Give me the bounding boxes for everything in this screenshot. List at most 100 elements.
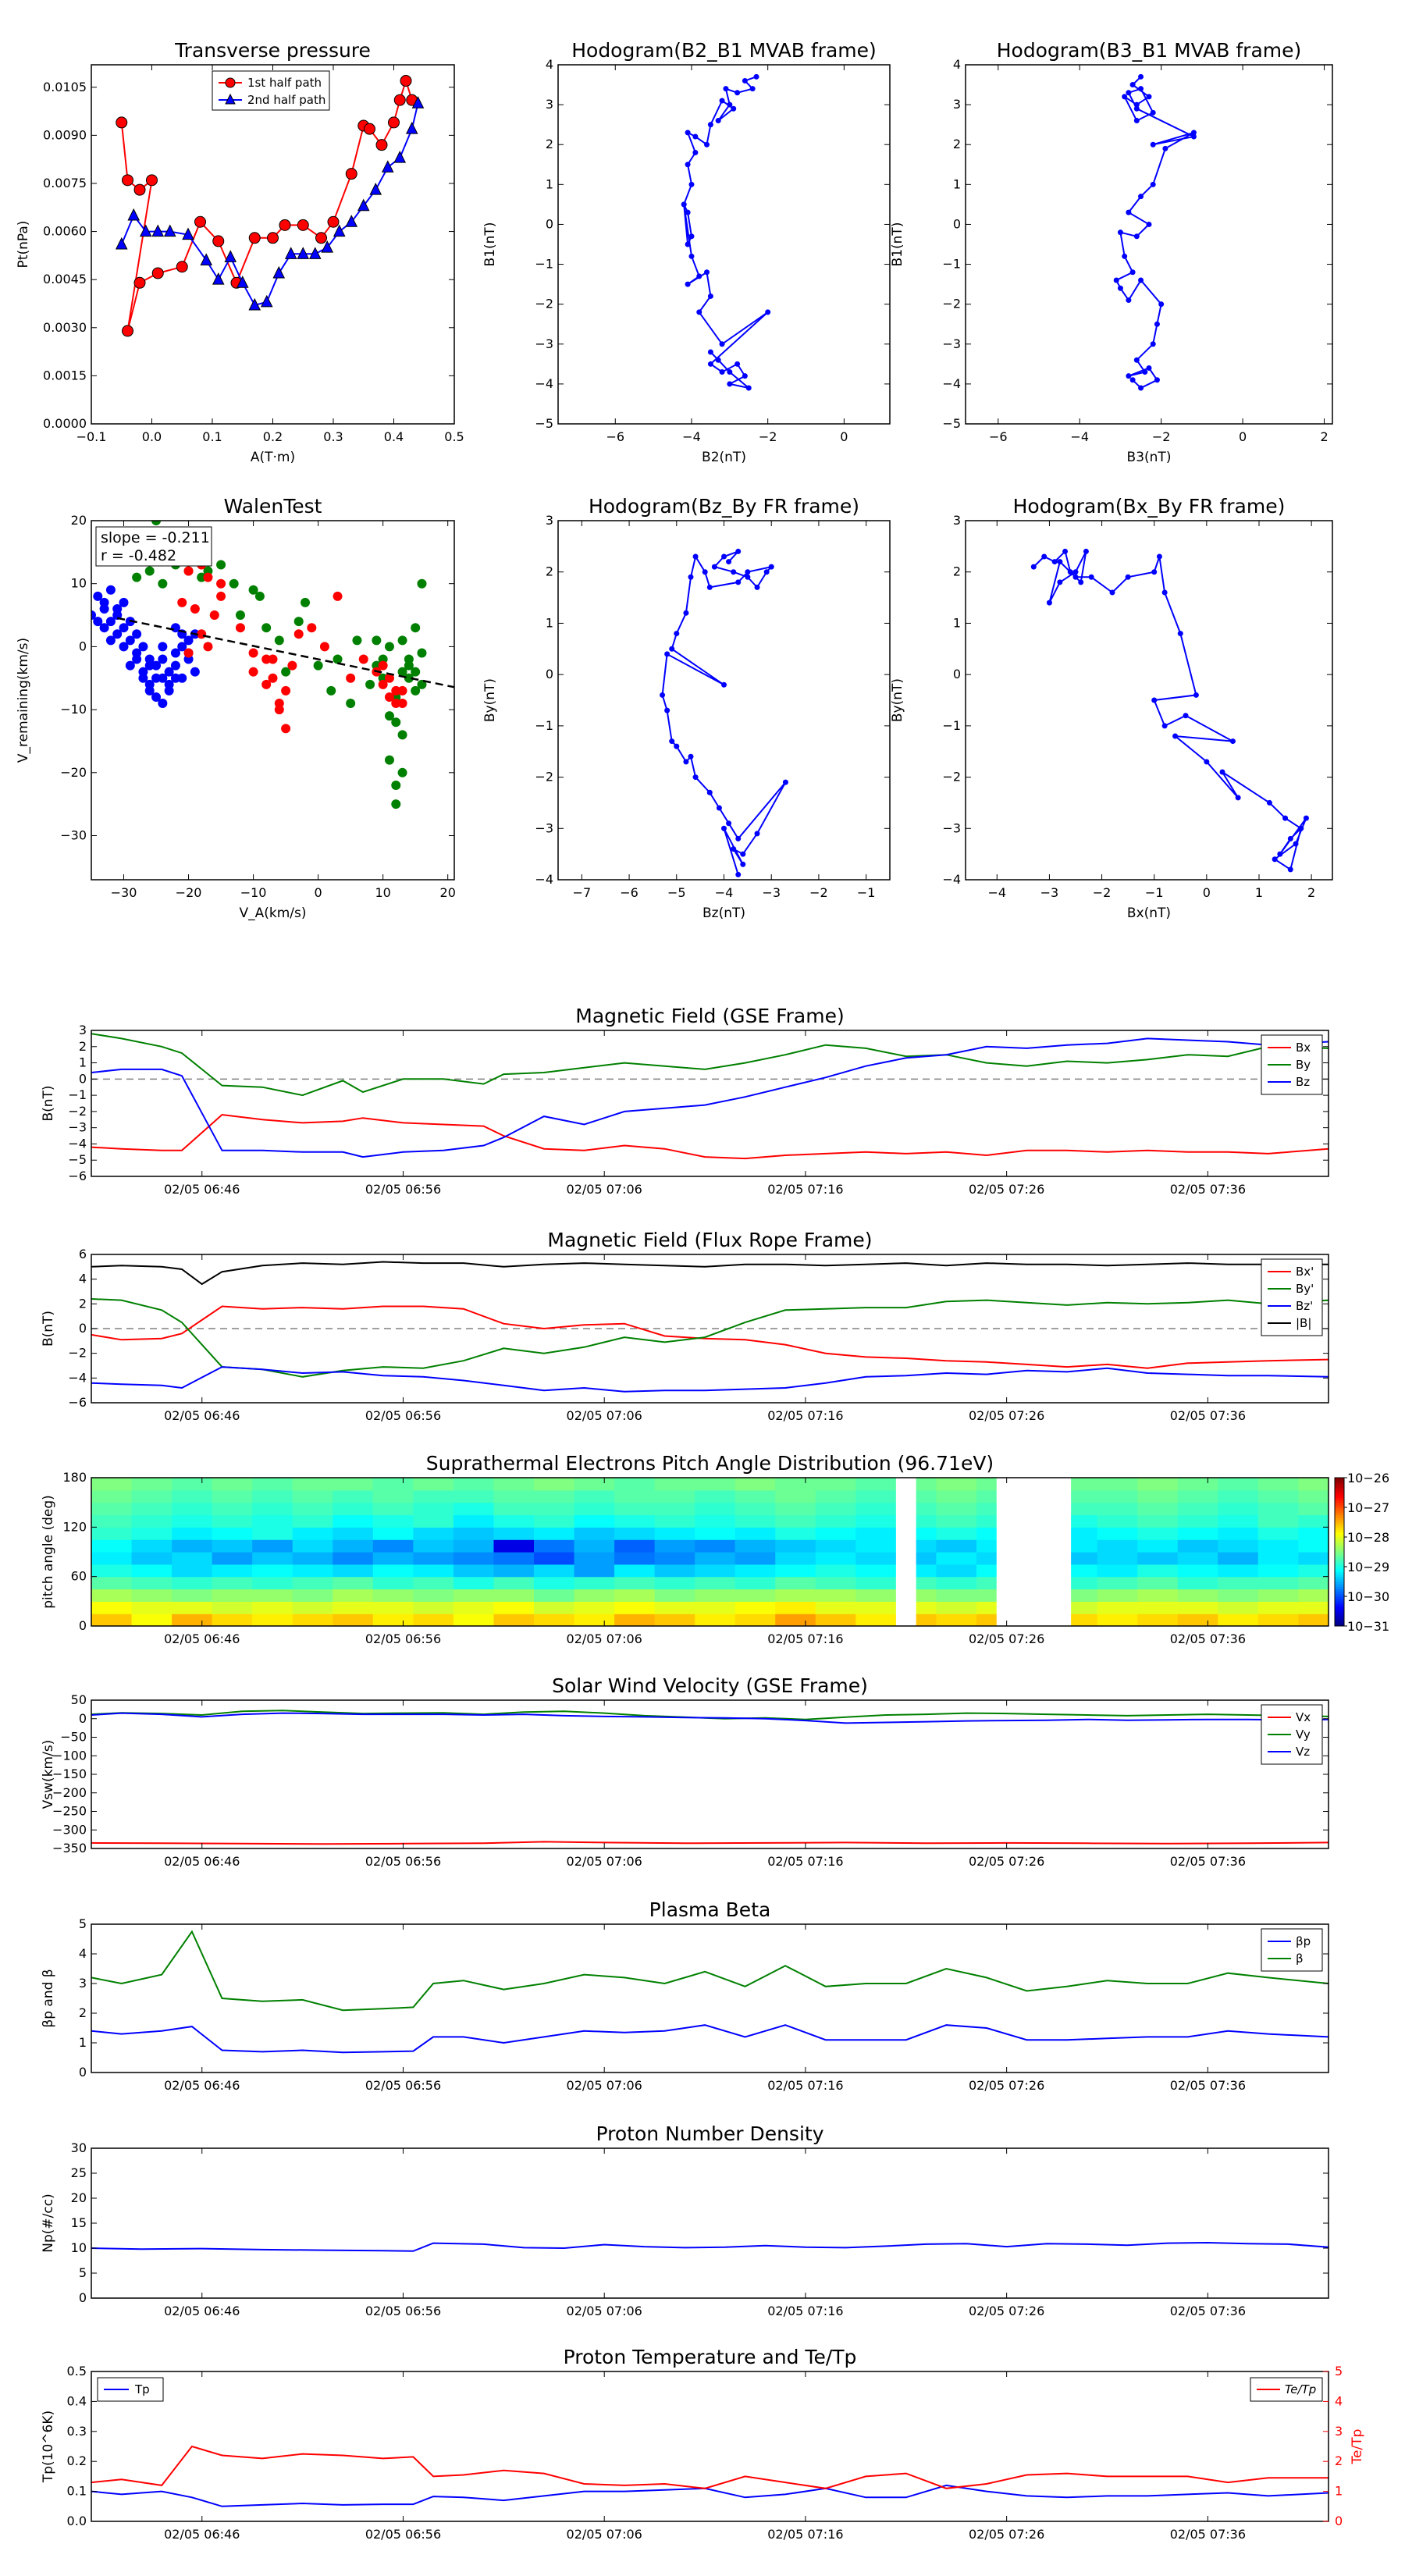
data-point <box>1126 90 1132 96</box>
colorbar-segment <box>1335 1584 1344 1587</box>
colorbar-segment <box>1335 1517 1344 1521</box>
heatmap-cell <box>936 1478 977 1491</box>
data-point <box>176 261 188 273</box>
heatmap-cell <box>413 1539 454 1553</box>
heatmap-cell <box>453 1489 495 1503</box>
x-tick-label: −2 <box>809 885 828 900</box>
heatmap-cell <box>91 1502 133 1516</box>
heatmap-cell <box>91 1614 133 1626</box>
data-point <box>146 174 158 187</box>
colorbar-segment <box>1335 1582 1344 1585</box>
heatmap-cell <box>372 1614 414 1626</box>
heatmap-cell <box>614 1489 656 1503</box>
data-point <box>735 835 742 841</box>
heatmap-cell <box>91 1589 133 1602</box>
x-tick-label: 10 <box>375 885 390 900</box>
chart-title: Hodogram(Bx_By FR frame) <box>1013 495 1286 518</box>
heatmap-cell <box>574 1564 615 1578</box>
series-line-Tp <box>91 2484 1329 2507</box>
heatmap-cell <box>735 1552 776 1565</box>
data-point <box>1126 297 1132 304</box>
panel-bfr: 02/05 06:46 02/05 06:56 02/05 07:06 02/05 0… <box>41 1229 1329 1423</box>
data-point <box>216 560 226 570</box>
heatmap-cell <box>1177 1514 1218 1528</box>
x-tick-label: 02/05 07:06 <box>567 2527 642 2542</box>
heatmap-cell <box>775 1552 816 1565</box>
heatmap-cell <box>775 1527 816 1540</box>
heatmap-cell <box>1257 1478 1299 1491</box>
legend-label: 1st half path <box>247 76 322 90</box>
data-point <box>116 116 128 129</box>
data-point <box>688 233 695 240</box>
data-point <box>158 642 168 652</box>
x-tick-label: 02/05 06:56 <box>365 1854 441 1869</box>
heatmap-cell <box>1137 1614 1179 1626</box>
data-point <box>99 623 109 633</box>
heatmap-cell <box>614 1539 656 1553</box>
data-point <box>685 281 691 287</box>
colorbar-segment <box>1335 1552 1344 1555</box>
data-point <box>93 591 103 601</box>
colorbar-segment <box>1335 1510 1344 1513</box>
y-tick-label: 0.0030 <box>43 320 87 335</box>
data-point <box>333 591 343 601</box>
data-point <box>391 699 401 709</box>
data-point <box>397 635 407 646</box>
data-point <box>1161 723 1168 729</box>
heatmap-cell <box>333 1514 374 1528</box>
y-tick-label: 0 <box>546 216 553 231</box>
heatmap-cell <box>1097 1514 1138 1528</box>
y-tick-label: 0.0015 <box>43 368 87 382</box>
data-point <box>1133 118 1140 124</box>
colorbar-tick-label: 10−26 <box>1347 1471 1389 1485</box>
heatmap-cell <box>413 1564 454 1578</box>
series-line-β <box>91 1930 1329 2012</box>
y-tick-label: −4 <box>942 872 961 887</box>
data-point <box>1190 133 1197 140</box>
x-tick-label: 02/05 07:26 <box>969 2527 1044 2542</box>
colorbar-segment <box>1335 1578 1344 1582</box>
heatmap-cell <box>1298 1589 1329 1602</box>
heatmap-cell <box>413 1527 454 1540</box>
heatmap-cell <box>131 1601 173 1614</box>
heatmap-cell <box>815 1552 856 1565</box>
data-point <box>404 660 414 671</box>
data-point <box>692 774 699 781</box>
y-tick-label: 30 <box>71 2140 87 2155</box>
data-point <box>346 699 356 709</box>
panel-tp: 02/05 06:46 02/05 06:56 02/05 07:06 02/05 0… <box>41 2346 1365 2542</box>
data-point <box>345 168 357 180</box>
data-point <box>1229 738 1236 745</box>
heatmap-cell <box>1218 1552 1259 1565</box>
data-point <box>224 250 237 262</box>
heatmap-cell <box>1257 1514 1299 1528</box>
heatmap-cell <box>333 1576 374 1590</box>
heatmap-cell <box>172 1564 213 1578</box>
colorbar-segment <box>1335 1596 1344 1599</box>
heatmap-cell <box>172 1601 213 1614</box>
data-point <box>384 755 394 765</box>
x-tick-label: −2 <box>1152 429 1171 444</box>
heatmap-cell <box>574 1601 615 1614</box>
x-tick-label: 02/05 07:06 <box>567 2078 642 2093</box>
colorbar-tick-label: 10−27 <box>1347 1500 1389 1515</box>
data-point <box>163 224 176 237</box>
data-point <box>719 98 725 104</box>
series-line-0 <box>1115 76 1197 390</box>
y-tick-label: 5 <box>79 2265 87 2280</box>
data-point <box>333 224 346 237</box>
x-tick-label: −4 <box>682 429 701 444</box>
y-tick-label: 0.4 <box>67 2393 87 2408</box>
heatmap-cell <box>1177 1527 1218 1540</box>
x-tick-label: 02/05 06:56 <box>365 1631 441 1646</box>
y-tick-label: −3 <box>942 820 961 835</box>
data-point <box>688 181 695 187</box>
heatmap-cell <box>1257 1527 1299 1540</box>
plot-frame <box>91 1030 1329 1177</box>
heatmap-cell <box>574 1539 615 1553</box>
panel-pt: −0.1 0.0 0.1 0.2 0.3 0.4 0.5 0.0000 0.0015 0.0030… <box>16 39 464 465</box>
heatmap-cell <box>372 1478 414 1491</box>
data-point <box>261 679 272 689</box>
chart-title: Proton Number Density <box>596 2122 824 2145</box>
heatmap-cell <box>172 1478 213 1491</box>
